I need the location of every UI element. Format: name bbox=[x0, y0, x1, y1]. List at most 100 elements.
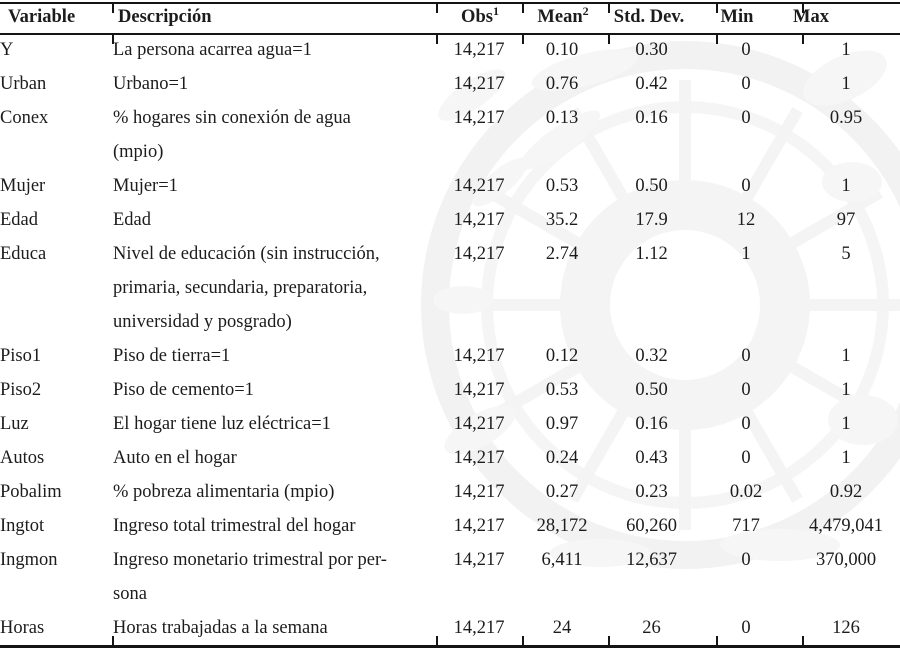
mean-cell: 35.2 bbox=[545, 210, 579, 230]
mean-footnote-marker: 2 bbox=[582, 3, 589, 18]
variable-cell: Piso2 bbox=[0, 380, 42, 400]
mean-cell: 0.53 bbox=[545, 380, 579, 400]
obs-cell: 14,217 bbox=[453, 448, 505, 468]
table-row: Conex % hogares sin conexión de agua (mpi… bbox=[0, 101, 900, 169]
variable-cell: Mujer bbox=[0, 176, 46, 196]
min-cell: 0 bbox=[741, 448, 751, 468]
column-tick bbox=[522, 636, 524, 645]
min-cell: 717 bbox=[732, 516, 760, 536]
std-dev-cell: 0.23 bbox=[635, 482, 668, 502]
min-cell: 0 bbox=[741, 108, 751, 128]
header-divider-rule bbox=[0, 33, 900, 35]
std-dev-cell: 0.50 bbox=[635, 380, 668, 400]
table-row: Urban Urbano=1 14,217 0.76 0.42 0 1 bbox=[0, 67, 900, 101]
mean-cell: 28,172 bbox=[536, 516, 588, 536]
table-top-rule bbox=[0, 2, 900, 4]
max-cell: 5 bbox=[841, 244, 851, 264]
table-row: Horas Horas trabajadas a la semana 14,21… bbox=[0, 611, 900, 645]
variable-cell: Conex bbox=[0, 108, 49, 128]
max-cell: 1 bbox=[841, 40, 851, 60]
obs-cell: 14,217 bbox=[453, 618, 505, 638]
description-cell: % hogares sin conexión de agua (mpio) bbox=[113, 101, 437, 169]
std-dev-cell: 26 bbox=[642, 618, 661, 638]
table-row: Ingmon Ingreso monetario trimestral por … bbox=[0, 543, 900, 611]
table-row: Mujer Mujer=1 14,217 0.53 0.50 0 1 bbox=[0, 169, 900, 203]
column-header-min: Min bbox=[720, 7, 754, 27]
table-row: Pobalim % pobreza alimentaria (mpio) 14,… bbox=[0, 475, 900, 509]
variable-cell: Edad bbox=[0, 210, 39, 230]
column-header-obs: Obs1 bbox=[461, 5, 499, 29]
max-cell: 370,000 bbox=[815, 550, 877, 570]
obs-cell: 14,217 bbox=[453, 380, 505, 400]
column-tick bbox=[436, 35, 438, 44]
table-body: Y La persona acarrea agua=1 14,217 0.10 … bbox=[0, 33, 900, 645]
mean-cell: 0.76 bbox=[545, 74, 579, 94]
max-cell: 97 bbox=[836, 210, 856, 230]
column-header-descripcion: Descripción bbox=[118, 7, 212, 27]
max-cell: 1 bbox=[841, 414, 851, 434]
description-line: % hogares sin conexión de agua bbox=[113, 108, 351, 128]
description-cell: Horas trabajadas a la semana bbox=[113, 611, 437, 645]
description-cell: Auto en el hogar bbox=[113, 441, 437, 475]
obs-cell: 14,217 bbox=[453, 550, 505, 570]
mean-cell: 2.74 bbox=[545, 244, 579, 264]
min-cell: 0 bbox=[741, 618, 751, 638]
mean-label: Mean bbox=[537, 7, 583, 27]
description-cell: Ingreso monetario trimestral por per-son… bbox=[113, 543, 437, 611]
table-row: Piso1 Piso de tierra=1 14,217 0.12 0.32 … bbox=[0, 339, 900, 373]
column-tick bbox=[802, 35, 804, 44]
table-bottom-rule bbox=[0, 645, 900, 648]
min-cell: 0 bbox=[741, 550, 751, 570]
obs-footnote-marker: 1 bbox=[492, 3, 499, 18]
table-row: Edad Edad 14,217 35.2 17.9 12 97 bbox=[0, 203, 900, 237]
column-tick bbox=[716, 35, 718, 44]
variable-cell: Ingmon bbox=[0, 550, 58, 570]
std-dev-cell: 0.30 bbox=[635, 40, 668, 60]
obs-cell: 14,217 bbox=[453, 108, 505, 128]
mean-cell: 0.13 bbox=[545, 108, 579, 128]
description-cell: Piso de tierra=1 bbox=[113, 339, 437, 373]
table-row: Y La persona acarrea agua=1 14,217 0.10 … bbox=[0, 33, 900, 67]
std-dev-cell: 0.42 bbox=[635, 74, 668, 94]
description-line: primaria, secundaria, preparatoria, bbox=[113, 278, 368, 298]
min-cell: 0 bbox=[741, 380, 751, 400]
mean-cell: 6,411 bbox=[541, 550, 583, 570]
description-cell: Ingreso total trimestral del hogar bbox=[113, 509, 437, 543]
obs-cell: 14,217 bbox=[453, 482, 505, 502]
column-tick bbox=[436, 636, 438, 645]
max-cell: 1 bbox=[841, 176, 851, 196]
min-cell: 1 bbox=[741, 244, 751, 264]
description-line: La persona acarrea agua=1 bbox=[113, 40, 312, 60]
description-line: universidad y posgrado) bbox=[113, 312, 292, 332]
description-line: Nivel de educación (sin instrucción, bbox=[113, 244, 380, 264]
description-line: (mpio) bbox=[113, 142, 164, 162]
max-cell: 1 bbox=[841, 74, 851, 94]
max-cell: 4,479,041 bbox=[809, 516, 883, 536]
mean-cell: 0.12 bbox=[545, 346, 579, 366]
description-cell: Urbano=1 bbox=[113, 67, 437, 101]
description-line: Piso de tierra=1 bbox=[113, 346, 231, 366]
obs-cell: 14,217 bbox=[453, 176, 505, 196]
max-cell: 1 bbox=[841, 448, 851, 468]
std-dev-cell: 0.43 bbox=[635, 448, 668, 468]
variable-cell: Piso1 bbox=[0, 346, 42, 366]
min-cell: 0 bbox=[741, 414, 751, 434]
mean-cell: 0.97 bbox=[545, 414, 579, 434]
min-cell: 0 bbox=[741, 176, 751, 196]
description-line: Ingreso total trimestral del hogar bbox=[113, 516, 356, 536]
obs-cell: 14,217 bbox=[453, 210, 505, 230]
column-tick bbox=[802, 636, 804, 645]
obs-cell: 14,217 bbox=[453, 516, 505, 536]
table-row: Luz El hogar tiene luz eléctrica=1 14,21… bbox=[0, 407, 900, 441]
table-row: Autos Auto en el hogar 14,217 0.24 0.43 … bbox=[0, 441, 900, 475]
column-header-variable: Variable bbox=[8, 7, 76, 27]
mean-cell: 24 bbox=[552, 618, 572, 638]
std-dev-cell: 0.50 bbox=[635, 176, 668, 196]
obs-label: Obs bbox=[461, 7, 493, 27]
column-tick bbox=[112, 636, 114, 645]
max-cell: 0.92 bbox=[829, 482, 863, 502]
variable-cell: Pobalim bbox=[0, 482, 62, 502]
description-cell: Piso de cemento=1 bbox=[113, 373, 437, 407]
max-cell: 0.95 bbox=[829, 108, 863, 128]
